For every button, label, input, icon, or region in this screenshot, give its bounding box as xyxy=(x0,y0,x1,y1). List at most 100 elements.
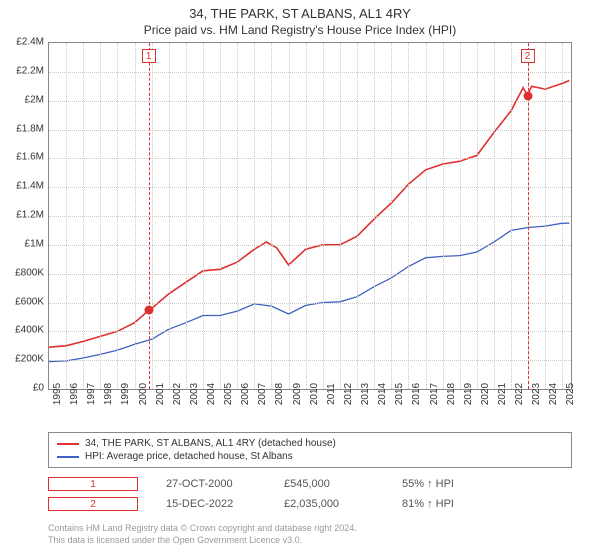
x-tick-label: 2000 xyxy=(138,383,149,405)
y-tick-label: £800K xyxy=(4,267,44,278)
legend: 34, THE PARK, ST ALBANS, AL1 4RY (detach… xyxy=(48,432,572,468)
gridline-v xyxy=(186,43,187,389)
attribution: Contains HM Land Registry data © Crown c… xyxy=(48,522,357,546)
y-tick-label: £1.8M xyxy=(4,123,44,134)
gridline-h xyxy=(49,187,571,188)
x-tick-label: 2021 xyxy=(497,383,508,405)
legend-swatch xyxy=(57,456,79,458)
y-tick-label: £2.2M xyxy=(4,65,44,76)
gridline-v xyxy=(83,43,84,389)
gridline-v xyxy=(511,43,512,389)
event-badge: 2 xyxy=(521,49,535,63)
gridline-v xyxy=(117,43,118,389)
x-tick-label: 2005 xyxy=(223,383,234,405)
gridline-v xyxy=(494,43,495,389)
gridline-v xyxy=(66,43,67,389)
x-tick-label: 2022 xyxy=(514,383,525,405)
x-tick-label: 2002 xyxy=(172,383,183,405)
gridline-v xyxy=(100,43,101,389)
x-tick-label: 2015 xyxy=(394,383,405,405)
gridline-v xyxy=(374,43,375,389)
gridline-v xyxy=(357,43,358,389)
gridline-v xyxy=(562,43,563,389)
x-tick-label: 1997 xyxy=(86,383,97,405)
event-marker-dot xyxy=(523,91,532,100)
x-tick-label: 1998 xyxy=(103,383,114,405)
gridline-v xyxy=(169,43,170,389)
y-tick-label: £0 xyxy=(4,383,44,394)
y-tick-label: £200K xyxy=(4,354,44,365)
x-tick-label: 2006 xyxy=(240,383,251,405)
x-tick-label: 2024 xyxy=(548,383,559,405)
event-date: 27-OCT-2000 xyxy=(166,478,256,490)
event-row: 2 15-DEC-2022 £2,035,000 81% ↑ HPI xyxy=(48,494,492,514)
chart-plot-area: 12 xyxy=(48,42,572,390)
x-tick-label: 2011 xyxy=(326,383,337,405)
gridline-v xyxy=(220,43,221,389)
gridline-v xyxy=(477,43,478,389)
legend-label: HPI: Average price, detached house, St A… xyxy=(85,451,293,462)
legend-swatch xyxy=(57,443,79,445)
event-price: £545,000 xyxy=(284,478,374,490)
x-tick-label: 2023 xyxy=(531,383,542,405)
event-date: 15-DEC-2022 xyxy=(166,498,256,510)
x-tick-label: 2019 xyxy=(463,383,474,405)
series-property xyxy=(49,81,569,348)
x-tick-label: 2013 xyxy=(360,383,371,405)
x-tick-label: 2016 xyxy=(411,383,422,405)
event-badge: 1 xyxy=(142,49,156,63)
y-tick-label: £1.6M xyxy=(4,152,44,163)
event-price: £2,035,000 xyxy=(284,498,374,510)
event-badge: 2 xyxy=(48,497,138,511)
gridline-v xyxy=(152,43,153,389)
x-tick-label: 2009 xyxy=(292,383,303,405)
gridline-h xyxy=(49,101,571,102)
gridline-v xyxy=(460,43,461,389)
y-tick-label: £1.2M xyxy=(4,210,44,221)
y-tick-label: £2.4M xyxy=(4,37,44,48)
gridline-v xyxy=(271,43,272,389)
event-marker-dot xyxy=(144,306,153,315)
legend-label: 34, THE PARK, ST ALBANS, AL1 4RY (detach… xyxy=(85,438,336,449)
x-tick-label: 2014 xyxy=(377,383,388,405)
y-tick-label: £1M xyxy=(4,238,44,249)
gridline-h xyxy=(49,130,571,131)
x-tick-label: 2010 xyxy=(309,383,320,405)
x-tick-label: 1995 xyxy=(52,383,63,405)
x-tick-label: 2001 xyxy=(155,383,166,405)
x-tick-label: 2017 xyxy=(429,383,440,405)
gridline-h xyxy=(49,303,571,304)
gridline-h xyxy=(49,158,571,159)
gridline-v xyxy=(254,43,255,389)
gridline-h xyxy=(49,72,571,73)
event-line xyxy=(149,43,150,389)
gridline-h xyxy=(49,245,571,246)
gridline-v xyxy=(426,43,427,389)
x-tick-label: 1999 xyxy=(120,383,131,405)
events-table: 1 27-OCT-2000 £545,000 55% ↑ HPI 2 15-DE… xyxy=(48,474,492,514)
event-delta: 55% ↑ HPI xyxy=(402,478,492,490)
attribution-line: Contains HM Land Registry data © Crown c… xyxy=(48,522,357,534)
gridline-v xyxy=(203,43,204,389)
gridline-h xyxy=(49,216,571,217)
event-badge: 1 xyxy=(48,477,138,491)
y-tick-label: £2M xyxy=(4,94,44,105)
title-sub: Price paid vs. HM Land Registry's House … xyxy=(0,23,600,37)
gridline-v xyxy=(340,43,341,389)
y-tick-label: £1.4M xyxy=(4,181,44,192)
legend-item: 34, THE PARK, ST ALBANS, AL1 4RY (detach… xyxy=(57,437,563,450)
x-tick-label: 1996 xyxy=(69,383,80,405)
gridline-h xyxy=(49,360,571,361)
legend-item: HPI: Average price, detached house, St A… xyxy=(57,450,563,463)
x-tick-label: 2008 xyxy=(274,383,285,405)
gridline-v xyxy=(135,43,136,389)
x-tick-label: 2018 xyxy=(446,383,457,405)
gridline-v xyxy=(545,43,546,389)
event-delta: 81% ↑ HPI xyxy=(402,498,492,510)
title-main: 34, THE PARK, ST ALBANS, AL1 4RY xyxy=(0,6,600,21)
x-tick-label: 2003 xyxy=(189,383,200,405)
x-tick-label: 2012 xyxy=(343,383,354,405)
gridline-h xyxy=(49,331,571,332)
y-tick-label: £600K xyxy=(4,296,44,307)
gridline-v xyxy=(237,43,238,389)
